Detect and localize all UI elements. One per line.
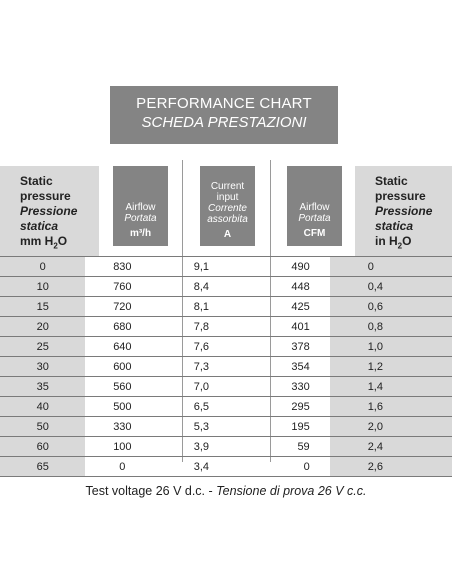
table-cell: 65 <box>0 456 86 477</box>
table-row: 65 0 3,4 0 2,6 <box>0 456 452 477</box>
table-cell: 1,4 <box>329 376 452 397</box>
table-row: 10 760 8,4 448 0,4 <box>0 276 452 297</box>
table-cell: 500 <box>85 396 160 417</box>
table-cell: 378 <box>243 336 330 357</box>
table-cell: 7,6 <box>159 336 244 357</box>
table-cell: 35 <box>0 376 86 397</box>
header-static-pressure-mm-label: Static pressure Pressione statica mm H2O <box>20 174 78 251</box>
table-cell: 354 <box>243 356 330 377</box>
table-cell: 560 <box>85 376 160 397</box>
table-cell: 0 <box>329 256 452 277</box>
table-row: 50 330 5,3 195 2,0 <box>0 416 452 437</box>
table-cell: 2,6 <box>329 456 452 477</box>
chart-title: PERFORMANCE CHART <box>136 95 312 112</box>
table-cell: 830 <box>85 256 160 277</box>
table-cell: 680 <box>85 316 160 337</box>
header-static-pressure-mm <box>0 166 99 256</box>
table-cell: 15 <box>0 296 86 317</box>
table-row: 20 680 7,8 401 0,8 <box>0 316 452 337</box>
header-current-input: Current input Corrente assorbita A <box>200 166 255 246</box>
table-cell: 3,4 <box>159 456 244 477</box>
performance-table: 0 830 9,1 490 0 10 760 8,4 448 0,4 15 720 8,1 425 0,6 2… <box>0 256 452 477</box>
table-row: 40 500 6,5 295 1,6 <box>0 396 452 417</box>
table-cell: 100 <box>85 436 160 457</box>
table-cell: 490 <box>243 256 330 277</box>
table-cell: 59 <box>243 436 330 457</box>
table-cell: 1,2 <box>329 356 452 377</box>
table-cell: 5,3 <box>159 416 244 437</box>
chart-title-box: PERFORMANCE CHART SCHEDA PRESTAZIONI <box>110 86 338 144</box>
table-cell: 20 <box>0 316 86 337</box>
table-cell: 8,4 <box>159 276 244 297</box>
table-cell: 0,8 <box>329 316 452 337</box>
table-cell: 0,6 <box>329 296 452 317</box>
table-cell: 2,4 <box>329 436 452 457</box>
table-row: 15 720 8,1 425 0,6 <box>0 296 452 317</box>
table-cell: 60 <box>0 436 86 457</box>
table-row: 60 100 3,9 59 2,4 <box>0 436 452 457</box>
header-airflow-m3h: Airflow Portata m³/h <box>113 166 168 246</box>
header-static-pressure-in <box>355 166 452 256</box>
table-cell: 6,5 <box>159 396 244 417</box>
table-cell: 40 <box>0 396 86 417</box>
table-cell: 3,9 <box>159 436 244 457</box>
table-cell: 7,0 <box>159 376 244 397</box>
table-cell: 0 <box>0 256 86 277</box>
table-cell: 330 <box>243 376 330 397</box>
table-cell: 25 <box>0 336 86 357</box>
test-voltage-note: Test voltage 26 V d.c. - Tensione di pro… <box>85 484 367 498</box>
table-cell: 8,1 <box>159 296 244 317</box>
table-cell: 0,4 <box>329 276 452 297</box>
table-cell: 7,8 <box>159 316 244 337</box>
table-cell: 1,6 <box>329 396 452 417</box>
table-cell: 7,3 <box>159 356 244 377</box>
header-static-pressure-in-label: Static pressure Pressione statica in H2O <box>375 174 433 251</box>
table-row: 25 640 7,6 378 1,0 <box>0 336 452 357</box>
table-cell: 0 <box>243 456 330 477</box>
table-cell: 330 <box>85 416 160 437</box>
table-cell: 600 <box>85 356 160 377</box>
chart-title-italian: SCHEDA PRESTAZIONI <box>141 114 307 131</box>
table-cell: 295 <box>243 396 330 417</box>
table-cell: 30 <box>0 356 86 377</box>
table-cell: 195 <box>243 416 330 437</box>
table-cell: 0 <box>85 456 160 477</box>
table-row: 35 560 7,0 330 1,4 <box>0 376 452 397</box>
table-cell: 720 <box>85 296 160 317</box>
header-airflow-cfm: Airflow Portata CFM <box>287 166 342 246</box>
table-cell: 10 <box>0 276 86 297</box>
table-row: 0 830 9,1 490 0 <box>0 256 452 277</box>
table-cell: 9,1 <box>159 256 244 277</box>
table-row: 30 600 7,3 354 1,2 <box>0 356 452 377</box>
table-cell: 425 <box>243 296 330 317</box>
table-cell: 1,0 <box>329 336 452 357</box>
table-cell: 448 <box>243 276 330 297</box>
table-cell: 401 <box>243 316 330 337</box>
table-cell: 2,0 <box>329 416 452 437</box>
table-cell: 760 <box>85 276 160 297</box>
table-cell: 50 <box>0 416 86 437</box>
table-cell: 640 <box>85 336 160 357</box>
